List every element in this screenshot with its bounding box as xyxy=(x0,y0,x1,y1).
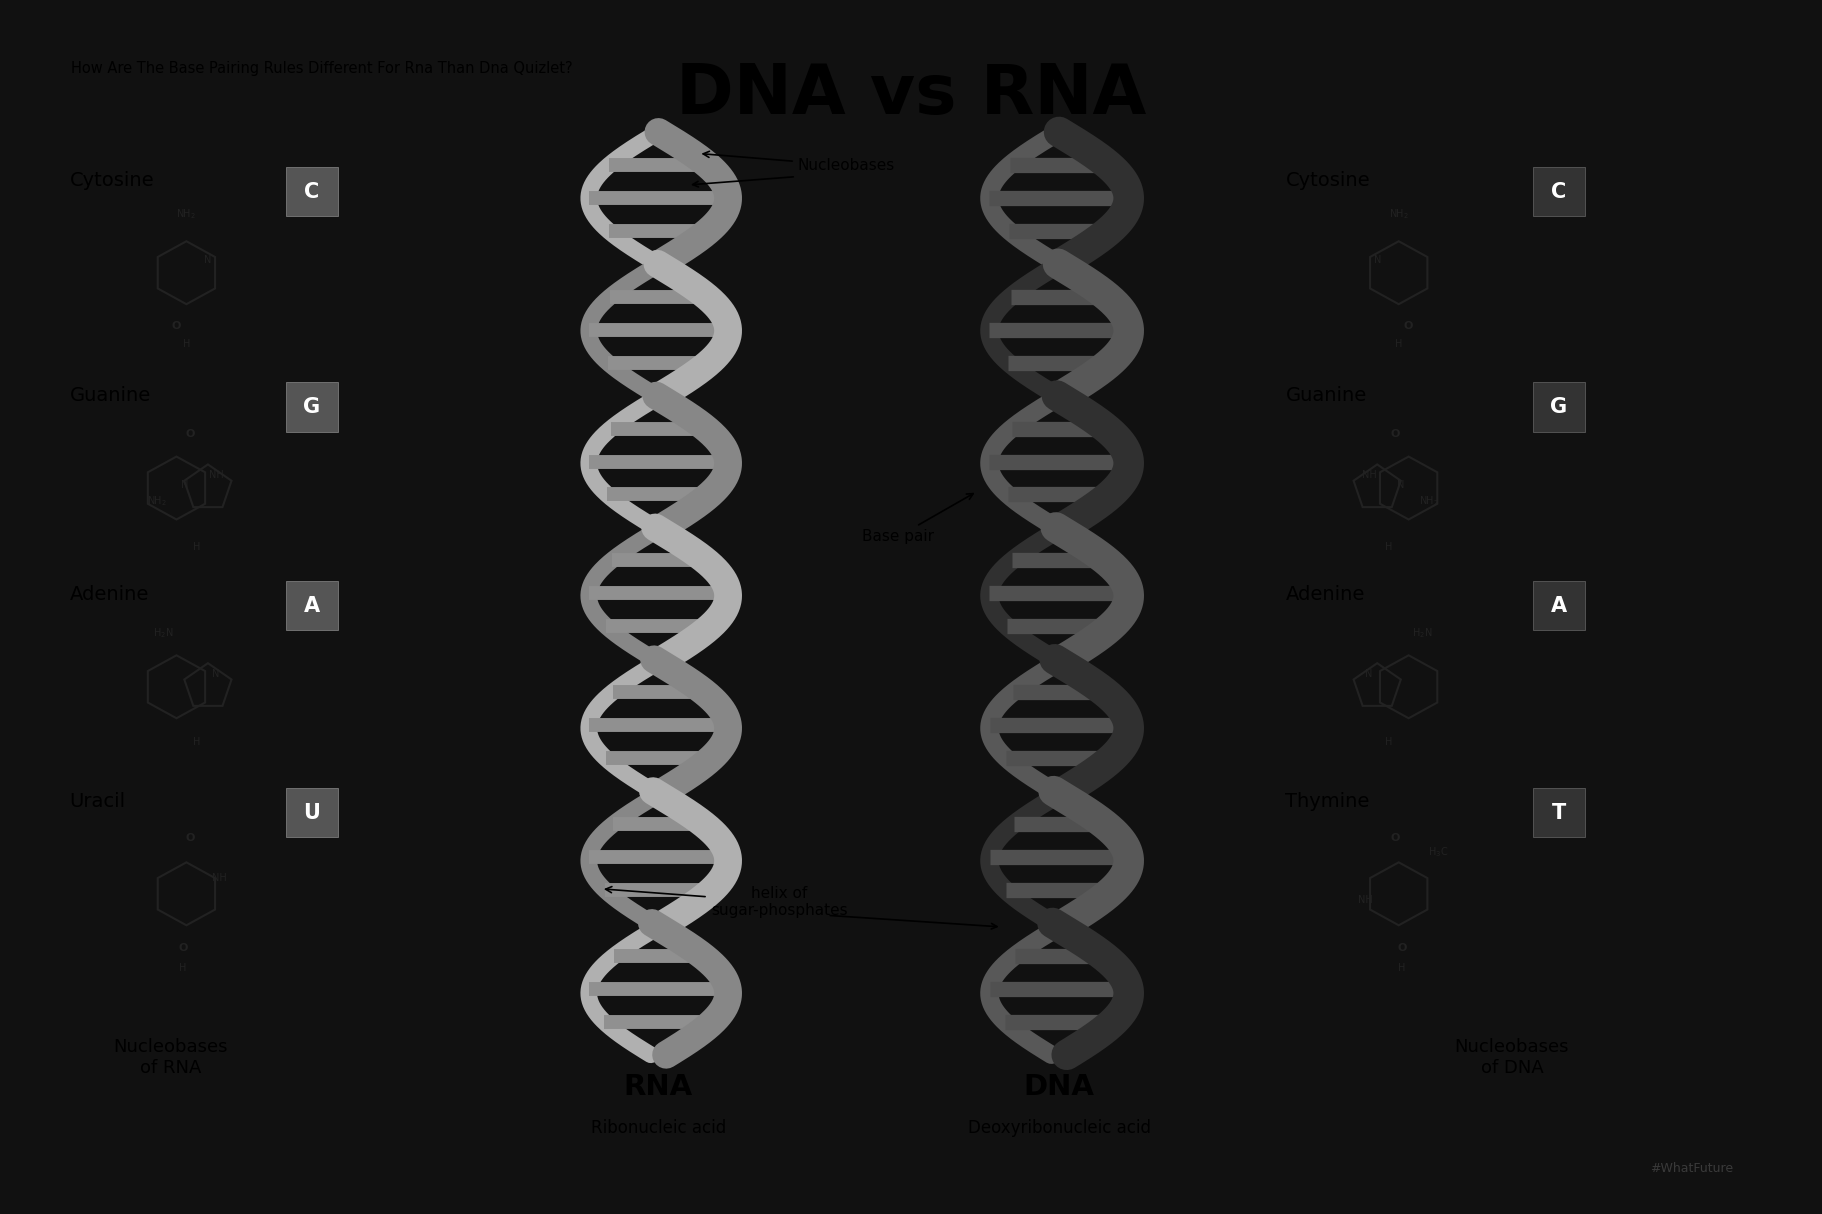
Text: O: O xyxy=(186,430,195,439)
Text: U: U xyxy=(304,802,321,823)
Text: N: N xyxy=(204,255,211,265)
Text: H: H xyxy=(182,339,189,348)
Text: RNA: RNA xyxy=(623,1073,692,1101)
Text: H: H xyxy=(1385,737,1392,747)
Text: O: O xyxy=(1390,430,1399,439)
Text: H$_3$C: H$_3$C xyxy=(1428,845,1448,860)
Text: A: A xyxy=(304,596,321,615)
Text: How Are The Base Pairing Rules Different For Rna Than Dna Quizlet?: How Are The Base Pairing Rules Different… xyxy=(71,61,574,75)
Text: N: N xyxy=(213,669,220,679)
Text: helix of
sugar-phosphates: helix of sugar-phosphates xyxy=(605,886,847,918)
Text: NH$_2$: NH$_2$ xyxy=(177,208,197,221)
FancyBboxPatch shape xyxy=(286,166,337,216)
Text: Guanine: Guanine xyxy=(1286,386,1366,405)
Text: DNA vs RNA: DNA vs RNA xyxy=(676,61,1146,127)
Text: NH: NH xyxy=(1357,895,1374,906)
Text: C: C xyxy=(304,182,319,202)
Text: NH$_2$: NH$_2$ xyxy=(146,494,166,507)
Text: Deoxyribonucleic acid: Deoxyribonucleic acid xyxy=(967,1119,1150,1138)
Text: H: H xyxy=(1396,339,1403,348)
Text: Nucleobases: Nucleobases xyxy=(703,152,895,174)
Text: O: O xyxy=(1405,322,1414,331)
Text: NH: NH xyxy=(211,873,228,883)
Text: G: G xyxy=(302,397,321,416)
Text: N: N xyxy=(1397,480,1405,490)
Text: N: N xyxy=(1365,669,1372,679)
Text: Cytosine: Cytosine xyxy=(1286,171,1370,189)
Text: #WhatFuture: #WhatFuture xyxy=(1651,1162,1733,1175)
Text: G: G xyxy=(1551,397,1567,416)
Text: Nucleobases
of RNA: Nucleobases of RNA xyxy=(113,1038,228,1077)
Text: T: T xyxy=(1552,802,1567,823)
FancyBboxPatch shape xyxy=(1532,788,1585,838)
FancyBboxPatch shape xyxy=(286,382,337,432)
Text: Guanine: Guanine xyxy=(69,386,151,405)
Text: Cytosine: Cytosine xyxy=(69,171,155,189)
Text: H: H xyxy=(1397,963,1407,974)
Text: O: O xyxy=(1390,834,1399,844)
Text: NH$_2$: NH$_2$ xyxy=(1388,208,1408,221)
Text: DNA: DNA xyxy=(1024,1073,1095,1101)
Text: O: O xyxy=(186,834,195,844)
Text: H: H xyxy=(1385,541,1392,551)
Text: Thymine: Thymine xyxy=(1286,792,1370,811)
FancyBboxPatch shape xyxy=(286,788,337,838)
Text: O: O xyxy=(179,942,188,953)
Text: Base pair: Base pair xyxy=(862,494,973,544)
FancyBboxPatch shape xyxy=(286,580,337,630)
Text: Uracil: Uracil xyxy=(69,792,126,811)
Text: Nucleobases
of DNA: Nucleobases of DNA xyxy=(1454,1038,1569,1077)
Text: Adenine: Adenine xyxy=(69,585,149,603)
Text: H$_2$N: H$_2$N xyxy=(1412,625,1432,640)
Text: C: C xyxy=(1551,182,1567,202)
Text: H$_2$N: H$_2$N xyxy=(153,625,173,640)
Text: O: O xyxy=(1397,942,1407,953)
Text: NH: NH xyxy=(210,471,224,481)
Text: H: H xyxy=(193,737,200,747)
Text: NH: NH xyxy=(1361,471,1376,481)
Text: Adenine: Adenine xyxy=(1286,585,1365,603)
Text: O: O xyxy=(171,322,180,331)
Text: A: A xyxy=(1551,596,1567,615)
Text: H: H xyxy=(193,541,200,551)
Text: N: N xyxy=(1374,255,1381,265)
Text: N: N xyxy=(180,480,188,490)
FancyBboxPatch shape xyxy=(1532,580,1585,630)
FancyBboxPatch shape xyxy=(1532,166,1585,216)
Text: Ribonucleic acid: Ribonucleic acid xyxy=(590,1119,725,1138)
Text: H: H xyxy=(179,963,188,974)
FancyBboxPatch shape xyxy=(1532,382,1585,432)
Text: NH$_2$: NH$_2$ xyxy=(1419,494,1438,507)
